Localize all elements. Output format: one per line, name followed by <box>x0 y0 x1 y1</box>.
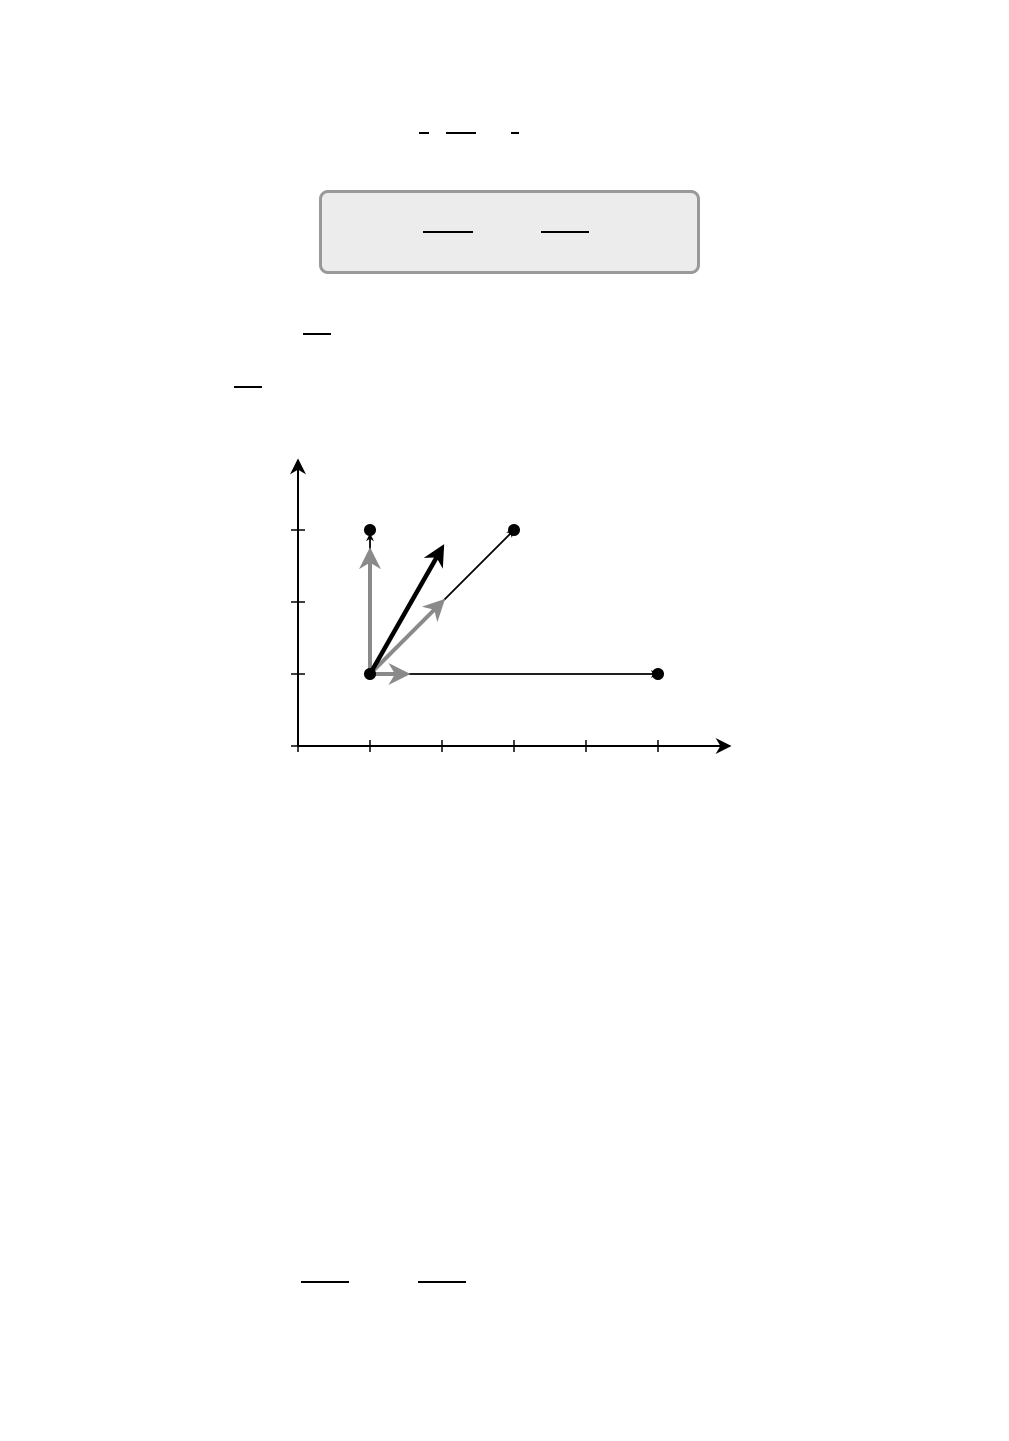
fraction-bar <box>419 132 429 134</box>
grey-arrow-diagonal <box>368 598 446 676</box>
fraction-bar <box>303 333 331 335</box>
formula-box <box>319 190 700 274</box>
fraction-bar <box>446 132 476 134</box>
point-upper-left <box>364 524 376 536</box>
fraction-bar <box>234 386 262 388</box>
fraction-bar <box>301 1281 349 1283</box>
point-upper-right <box>508 524 520 536</box>
bold-black-arrow <box>368 544 445 676</box>
point-right <box>652 668 664 680</box>
fraction-bar <box>511 132 519 134</box>
fraction-bar <box>418 1281 466 1283</box>
fraction-bar <box>423 231 473 233</box>
fraction-bar <box>541 231 589 233</box>
origin-point <box>364 668 376 680</box>
